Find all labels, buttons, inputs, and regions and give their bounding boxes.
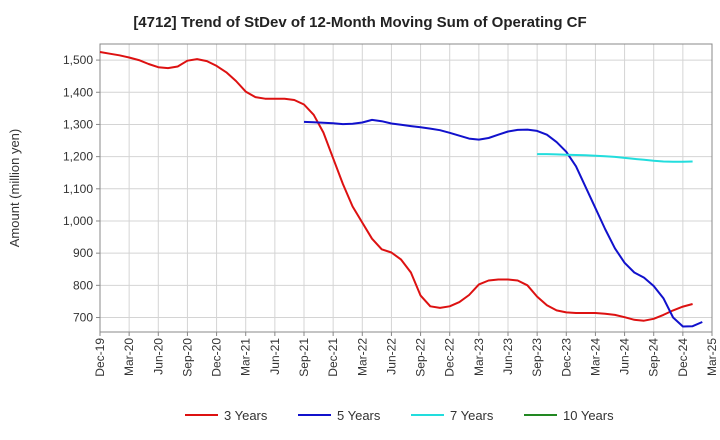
x-tick-label: Sep-20 <box>180 338 194 377</box>
series-lines <box>99 51 703 328</box>
x-tick-label: Dec-23 <box>559 338 573 377</box>
x-tick-label: Mar-24 <box>588 338 602 376</box>
x-tick-label: Mar-23 <box>472 338 486 376</box>
x-tick-label: Dec-24 <box>676 338 690 377</box>
y-tick-label: 800 <box>73 278 93 292</box>
x-tick-label: Sep-24 <box>647 338 661 377</box>
y-tick-label: 1,500 <box>63 53 93 67</box>
x-tick-label: Dec-19 <box>93 338 107 377</box>
series-line-3-years <box>99 51 693 322</box>
y-axis: 700 800 900 1,000 1,100 1,200 1,300 1,400 1,500 <box>63 53 100 325</box>
legend-label: 10 Years <box>563 408 614 423</box>
x-tick-label: Sep-23 <box>530 338 544 377</box>
x-tick-label: Dec-22 <box>443 338 457 377</box>
x-tick-label: Sep-22 <box>414 338 428 377</box>
legend-item-7-years: 7 Years <box>411 408 494 423</box>
x-tick-label: Sep-21 <box>297 338 311 377</box>
series-line-7-years <box>537 153 693 163</box>
legend-item-3-years: 3 Years <box>185 408 268 423</box>
x-tick-label: Mar-20 <box>122 338 136 376</box>
y-tick-label: 700 <box>73 311 93 325</box>
y-tick-label: 1,400 <box>63 85 93 99</box>
legend-item-5-years: 5 Years <box>298 408 381 423</box>
x-tick-label: Jun-22 <box>384 338 398 375</box>
x-tick-label: Jun-21 <box>268 338 282 375</box>
series-line-5-years <box>303 118 703 328</box>
chart-title: [4712] Trend of StDev of 12-Month Moving… <box>133 14 586 31</box>
x-tick-label: Jun-23 <box>501 338 515 375</box>
x-tick-label: Jun-20 <box>151 338 165 375</box>
x-tick-label: Mar-22 <box>355 338 369 376</box>
x-tick-label: Dec-21 <box>326 338 340 377</box>
x-tick-label: Mar-21 <box>239 338 253 376</box>
y-tick-label: 1,300 <box>63 117 93 131</box>
grid <box>99 44 713 332</box>
legend-item-10-years: 10 Years <box>524 408 614 423</box>
y-tick-label: 1,200 <box>63 150 93 164</box>
y-tick-label: 1,100 <box>63 182 93 196</box>
y-tick-label: 900 <box>73 246 93 260</box>
legend: 3 Years 5 Years 7 Years 10 Years <box>185 408 614 423</box>
x-tick-label: Mar-25 <box>705 338 719 376</box>
legend-label: 3 Years <box>224 408 268 423</box>
legend-label: 7 Years <box>450 408 494 423</box>
x-tick-label: Jun-24 <box>618 338 632 375</box>
y-tick-label: 1,000 <box>63 214 93 228</box>
y-axis-label: Amount (million yen) <box>7 129 22 248</box>
plot-frame <box>99 43 713 333</box>
x-tick-label: Dec-20 <box>210 338 224 377</box>
x-axis: Dec-19 Mar-20 Jun-20 Sep-20 Dec-20 Mar-21 Jun-… <box>93 332 719 377</box>
legend-label: 5 Years <box>337 408 381 423</box>
